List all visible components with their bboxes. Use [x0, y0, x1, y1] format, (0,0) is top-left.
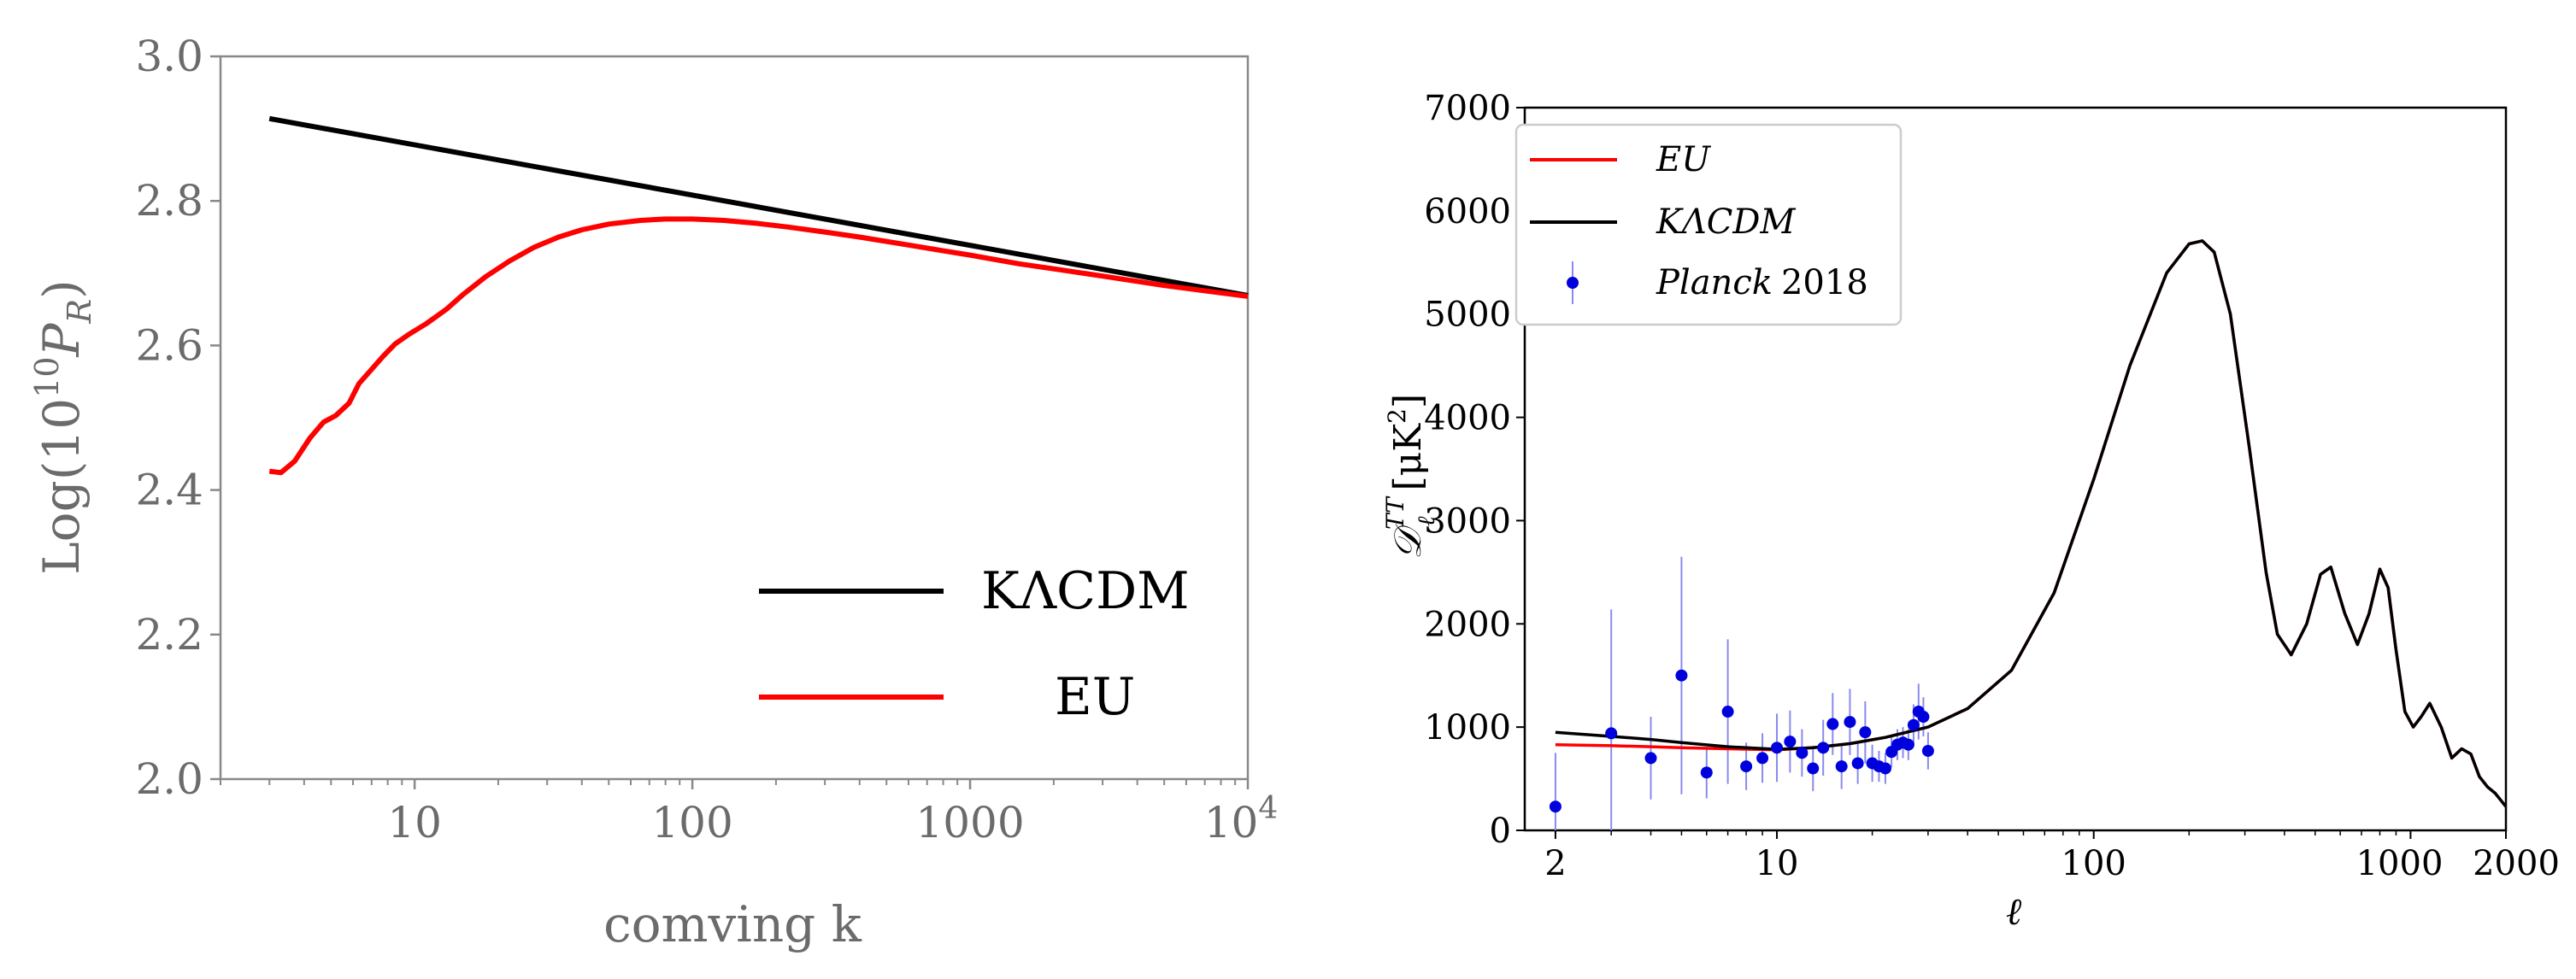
- left-legend: KΛCDM EU: [759, 561, 1190, 727]
- right-y-tick-label: 6000: [1424, 192, 1511, 232]
- planck-data-point: [1826, 718, 1839, 730]
- planck-data-point: [1700, 766, 1713, 779]
- right-x-tick-label: 100: [2061, 844, 2126, 883]
- right-x-tick-label: 10: [1756, 844, 1799, 883]
- planck-data-point: [1851, 757, 1864, 770]
- planck-data-point: [1879, 762, 1891, 775]
- right-y-axis-label: 𝒟TT ℓ[μK2]: [1381, 394, 1440, 560]
- right-legend-kacdm-label: KΛCDM: [1656, 202, 1796, 242]
- left-x-tick-label: 1000: [915, 798, 1024, 847]
- left-x-tick-label: 100: [651, 798, 732, 847]
- left-series-line-kacdm: [268, 115, 1249, 298]
- left-chart: 2.0 2.2 2.4 2.6 2.8 3.0 10 100 1000 104 Log(1010P…: [28, 32, 1278, 953]
- right-legend: EU KΛCDM Planck 2018: [1514, 123, 1903, 326]
- right-x-tick-label: 2: [1544, 844, 1566, 883]
- right-y-tick-label: 0: [1490, 812, 1511, 851]
- planck-data-point: [1771, 742, 1784, 754]
- planck-data-point: [1817, 742, 1830, 754]
- right-chart: 0 1000 2000 3000 4000 5000 6000 7000 2 10 100 1000 2…: [1381, 89, 2560, 934]
- planck-data-point: [1917, 711, 1930, 724]
- right-x-tick-label: 1000: [2356, 844, 2444, 883]
- planck-data-point: [1721, 706, 1734, 718]
- right-legend-planck-marker: [1567, 277, 1579, 289]
- right-series: [1555, 239, 2508, 808]
- left-y-tick-label: 2.4: [135, 466, 203, 515]
- planck-data-point: [1835, 760, 1848, 773]
- right-y-tick-label: 2000: [1424, 605, 1511, 644]
- left-y-tick-label: 2.2: [135, 610, 203, 660]
- planck-data-point: [1756, 752, 1769, 765]
- planck-data-point: [1675, 669, 1688, 682]
- right-y-tick-label: 4000: [1424, 399, 1511, 438]
- right-ticks: 0 1000 2000 3000 4000 5000 6000 7000 2 10 100 1000 2…: [1424, 89, 2560, 883]
- planck-data-point: [1605, 727, 1618, 740]
- left-x-tick-label: 10: [387, 798, 442, 847]
- left-x-tick-label: 104: [1204, 791, 1279, 847]
- left-x-axis-label: comving k: [603, 895, 862, 953]
- planck-data-point: [1844, 716, 1856, 729]
- right-legend-planck-label: Planck 2018: [1656, 263, 1868, 302]
- left-y-axis-label: Log(1010PR): [28, 279, 98, 575]
- left-y-tick-label: 3.0: [135, 32, 203, 81]
- planck-data-point: [1549, 800, 1561, 813]
- planck-error-bars: [1554, 556, 1929, 830]
- planck-data-point: [1740, 760, 1753, 773]
- right-y-tick-label: 7000: [1424, 89, 1511, 128]
- planck-data-point: [1902, 738, 1914, 751]
- left-ticks: 2.0 2.2 2.4 2.6 2.8 3.0 10 100 1000 104: [135, 32, 1278, 847]
- planck-data-point: [1644, 752, 1657, 765]
- planck-data-point: [1807, 762, 1820, 775]
- left-legend-eu-label: EU: [1055, 667, 1135, 727]
- planck-data-point: [1921, 744, 1934, 757]
- left-series: [268, 115, 1249, 476]
- planck-data-point: [1907, 718, 1920, 731]
- right-y-tick-label: 1000: [1424, 708, 1511, 747]
- left-plot-frame: [219, 55, 1250, 781]
- planck-data-point: [1796, 747, 1808, 759]
- right-plot-frame: [1523, 106, 2508, 832]
- planck-points: [1549, 669, 1934, 813]
- planck-data-point: [1784, 736, 1797, 748]
- right-legend-box: [1514, 123, 1903, 326]
- left-y-tick-label: 2.8: [135, 176, 203, 226]
- left-y-tick-label: 2.0: [135, 754, 203, 804]
- left-y-tick-label: 2.6: [135, 320, 203, 370]
- right-series-line-kacdm: [1555, 239, 2508, 808]
- right-x-axis-label: ℓ: [2006, 890, 2022, 934]
- right-y-tick-label: 3000: [1424, 501, 1511, 541]
- left-legend-kacdm-label: KΛCDM: [981, 561, 1190, 621]
- left-series-line-eu: [268, 216, 1249, 476]
- right-y-tick-label: 5000: [1424, 296, 1511, 335]
- right-legend-eu-label: EU: [1656, 140, 1711, 179]
- right-x-tick-label: 2000: [2473, 844, 2560, 883]
- planck-data-point: [1859, 726, 1872, 739]
